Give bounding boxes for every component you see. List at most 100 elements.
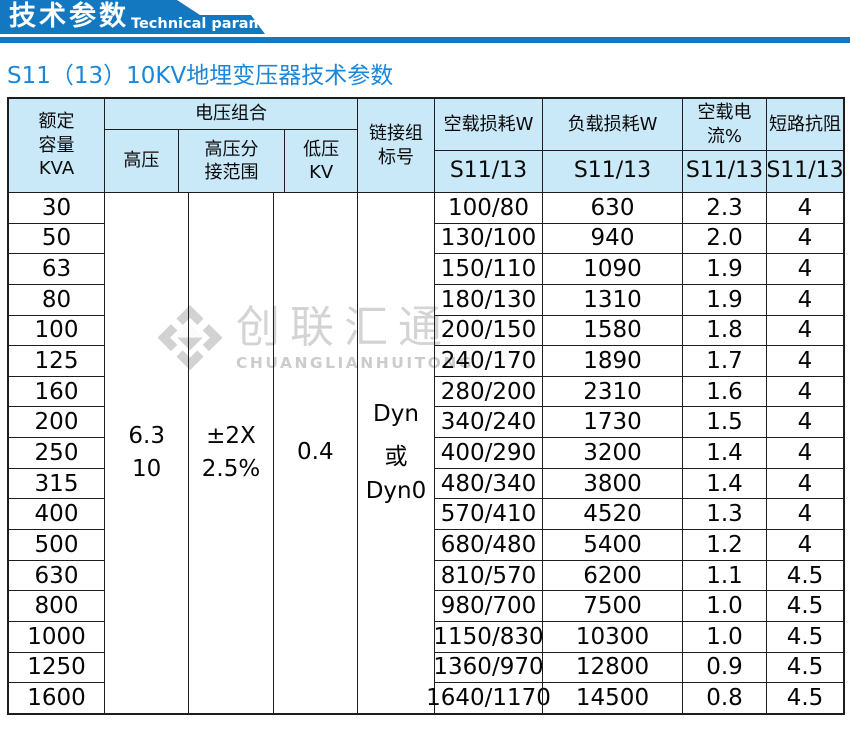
- load-loss-cell: 1890: [543, 345, 682, 376]
- no-load-loss-cell: 100/80: [435, 192, 542, 223]
- header-line: 额定: [38, 111, 75, 133]
- no-load-loss-cell: 150/110: [435, 253, 542, 284]
- spec-table: 额定 容量 KVA 30 50 63 80 100 125 160 200 250 315 400 5…: [7, 97, 845, 715]
- col-header-no-load-current: 空载电流%: [683, 99, 766, 150]
- header-line: 低压: [303, 138, 340, 160]
- no-load-loss-cell: 240/170: [435, 345, 542, 376]
- capacity-cell: 100: [9, 314, 104, 346]
- impedance-cell: 4: [767, 222, 843, 254]
- no-load-current-cell: 1.7: [683, 345, 766, 376]
- impedance-cell: 4: [767, 253, 843, 284]
- col-header-impedance: 短路抗阻: [767, 99, 843, 150]
- no-load-current-cell: 1.0: [683, 590, 766, 621]
- capacity-cell: 63: [9, 253, 104, 284]
- header-banner: 技术参数 Technical parameter: [0, 0, 850, 46]
- column-impedance: 短路抗阻 S11/13 4 4 4 4 4 4 4 4 4 4 4 4 4.5 4.5 4.5 4.5 4.5: [766, 99, 844, 713]
- hv-value-cell: 6.3 10: [105, 192, 189, 713]
- value-line: 2.5%: [201, 456, 261, 482]
- no-load-current-cell: 1.4: [683, 437, 766, 468]
- value-line: 10: [132, 456, 162, 482]
- capacity-cell: 80: [9, 283, 104, 315]
- no-load-loss-cell: 1360/970: [433, 651, 544, 683]
- impedance-cell: 4.5: [767, 590, 843, 621]
- series-header-no-load-current: S11/13: [683, 150, 766, 192]
- load-loss-cell: 1090: [543, 253, 682, 284]
- load-loss-cell: 6200: [543, 559, 682, 591]
- no-load-current-cell: 1.5: [683, 406, 766, 437]
- page-title-en: Technical parameter: [131, 16, 298, 32]
- capacity-cell: 1250: [9, 651, 104, 683]
- value-line: 6.3: [128, 422, 165, 449]
- no-load-loss-cells: 100/80 130/100 150/110 180/130 200/150 240/17…: [426, 192, 551, 713]
- lv-value-cell: 0.4: [272, 192, 357, 713]
- load-loss-cell: 7500: [543, 590, 682, 621]
- header-line: 接范围: [204, 162, 259, 183]
- load-loss-cell: 1730: [543, 406, 682, 437]
- load-loss-cell: 12800: [543, 651, 682, 683]
- col-header-hv: 高压: [105, 130, 178, 192]
- no-load-current-cell: 1.4: [683, 467, 766, 499]
- value-line: Dyn: [373, 400, 419, 427]
- no-load-current-cell: 1.0: [683, 620, 766, 652]
- no-load-loss-cell: 280/200: [435, 375, 542, 407]
- load-loss-cells: 630 940 1090 1310 1580 1890 2310 1730 3200 3800 45…: [543, 192, 682, 713]
- impedance-cell: 4.5: [767, 682, 843, 713]
- voltage-subheaders: 高压 高压分 接范围 低压 KV: [105, 129, 357, 192]
- col-header-vector-group: 链接组 标号: [358, 99, 434, 192]
- impedance-cell: 4: [767, 406, 843, 437]
- no-load-current-cell: 0.8: [683, 682, 766, 713]
- header-line: 高压分: [204, 138, 259, 160]
- table-title: S11（13）10KV地埋变压器技术参数: [7, 63, 394, 89]
- no-load-loss-cell: 980/700: [435, 590, 542, 621]
- load-loss-cell: 3200: [543, 437, 682, 468]
- no-load-loss-cell: 570/410: [435, 498, 542, 529]
- no-load-loss-cell: 480/340: [435, 467, 542, 499]
- no-load-loss-cell: 180/130: [435, 283, 542, 315]
- impedance-cells: 4 4 4 4 4 4 4 4 4 4 4 4 4.5 4.5 4.5 4.5 4.5: [767, 192, 843, 713]
- header-line: KVA: [38, 158, 75, 180]
- capacity-cell: 500: [9, 529, 104, 560]
- column-no-load-current: 空载电流% S11/13 2.3 2.0 1.9 1.9 1.8 1.7 1.6 1.5 1.4…: [682, 99, 766, 713]
- col-header-hv-tap: 高压分 接范围: [177, 130, 285, 192]
- load-loss-cell: 940: [543, 222, 682, 254]
- capacity-cell: 315: [9, 467, 104, 499]
- value-line: ±2X: [206, 422, 256, 449]
- no-load-loss-cell: 810/570: [435, 559, 542, 591]
- col-header-voltage-group: 电压组合: [105, 99, 357, 129]
- capacity-cell: 200: [9, 406, 104, 437]
- impedance-cell: 4: [767, 467, 843, 499]
- capacity-cell: 30: [9, 192, 104, 223]
- load-loss-cell: 14500: [543, 682, 682, 713]
- capacity-cells: 30 50 63 80 100 125 160 200 250 315 400 500 630 800 10…: [9, 192, 104, 713]
- series-header-impedance: S11/13: [766, 150, 844, 192]
- no-load-current-cell: 1.2: [683, 529, 766, 560]
- capacity-cell: 250: [9, 437, 104, 468]
- no-load-current-cell: 1.8: [683, 314, 766, 346]
- impedance-cell: 4: [767, 192, 843, 223]
- header-line: 标号: [378, 146, 414, 168]
- capacity-cell: 1600: [9, 682, 104, 713]
- no-load-loss-cell: 200/150: [435, 314, 542, 346]
- column-vector-group: 链接组 标号 Dyn 或 Dyn0: [357, 99, 434, 713]
- column-group-voltage: 电压组合 高压 高压分 接范围 低压 KV 6.3 10 ±2X: [104, 99, 357, 713]
- impedance-cell: 4.5: [767, 559, 843, 591]
- load-loss-cell: 630: [543, 192, 682, 223]
- impedance-cell: 4: [767, 437, 843, 468]
- column-no-load-loss: 空载损耗W S11/13 100/80 130/100 150/110 180/130…: [426, 99, 551, 713]
- capacity-cell: 630: [9, 559, 104, 591]
- vector-group-value-cell: Dyn 或 Dyn0: [358, 192, 434, 713]
- no-load-loss-cell: 400/290: [435, 437, 542, 468]
- no-load-loss-cell: 1150/830: [433, 620, 544, 652]
- no-load-loss-cell: 1640/1170: [426, 682, 551, 713]
- column-capacity: 额定 容量 KVA 30 50 63 80 100 125 160 200 250 315 400 5…: [9, 99, 104, 713]
- no-load-current-cells: 2.3 2.0 1.9 1.9 1.8 1.7 1.6 1.5 1.4 1.4 1.3 1.2 1.1 1…: [683, 192, 766, 713]
- no-load-loss-cell: 130/100: [435, 222, 542, 254]
- col-header-no-load-loss: 空载损耗W: [435, 99, 542, 150]
- header-line: KV: [309, 162, 334, 183]
- no-load-current-cell: 2.3: [683, 192, 766, 223]
- capacity-cell: 1000: [9, 620, 104, 652]
- col-header-capacity: 额定 容量 KVA: [9, 99, 104, 192]
- no-load-current-cell: 1.9: [683, 283, 766, 315]
- no-load-current-cell: 1.9: [683, 253, 766, 284]
